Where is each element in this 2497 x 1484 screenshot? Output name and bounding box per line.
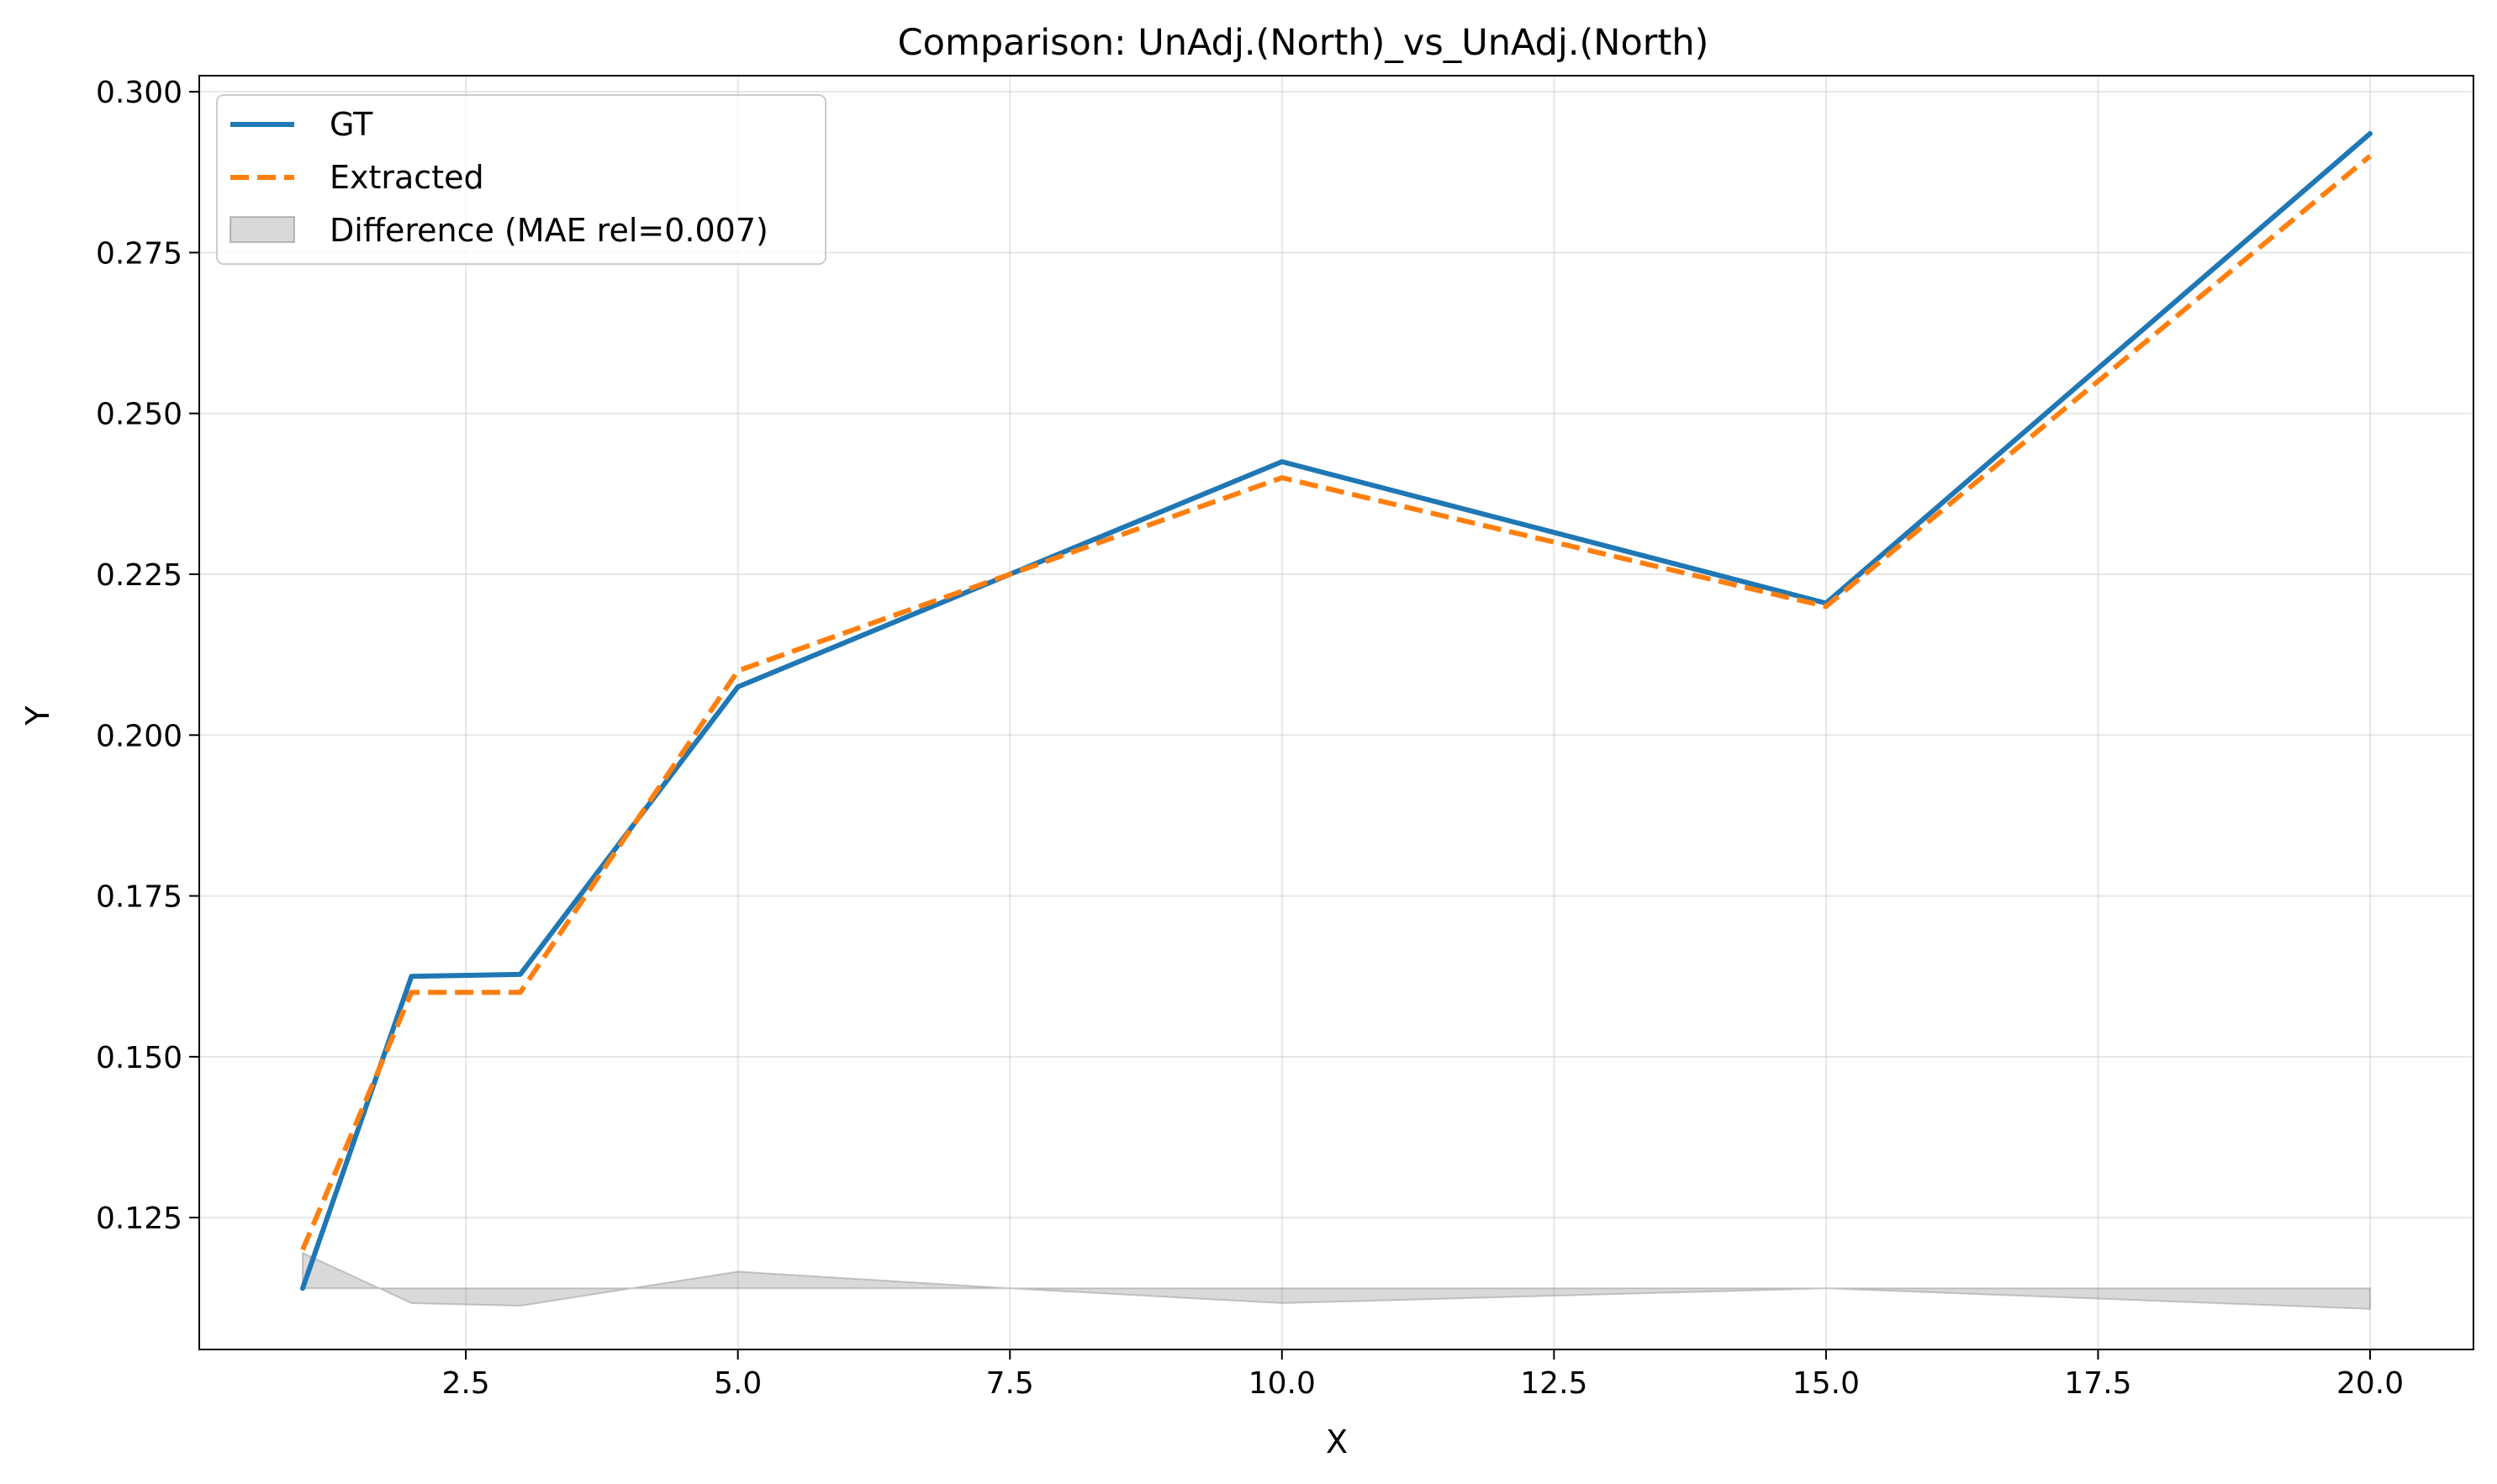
x-axis-ticks: 2.5 5.0 7.5 10.0 12.5 15.0 17.5 20.0 [441, 1349, 2404, 1401]
legend-difference-label: Difference (MAE rel=0.007) [330, 212, 768, 249]
difference-band [302, 1251, 2371, 1310]
x-tick-label: 2.5 [441, 1366, 489, 1401]
legend-gt-label: GT [330, 106, 373, 143]
y-tick-label: 0.125 [96, 1201, 182, 1236]
y-axis-label: Y [19, 705, 56, 726]
y-tick-label: 0.200 [96, 719, 182, 753]
x-tick-label: 7.5 [986, 1366, 1034, 1401]
y-tick-label: 0.250 [96, 398, 182, 432]
legend-frame [216, 94, 826, 265]
x-tick-label: 15.0 [1792, 1366, 1860, 1401]
legend: GT Extracted Difference (MAE rel=0.007) [216, 94, 826, 265]
x-axis-label: X [1326, 1423, 1348, 1460]
grid [199, 76, 2473, 1349]
plot-frame [198, 75, 2474, 1350]
series-line-gt [300, 130, 2373, 1291]
x-tick-label: 20.0 [2336, 1366, 2404, 1401]
y-axis-ticks: 0.125 0.150 0.175 0.200 0.225 0.250 0.275 0.300 [96, 76, 199, 1236]
x-tick-label: 5.0 [714, 1366, 762, 1401]
series-line-extracted [300, 154, 2372, 1251]
legend-extracted-label: Extracted [330, 159, 484, 196]
difference-band-layer [302, 1251, 2371, 1310]
series-layer [300, 130, 2373, 1291]
y-tick-label: 0.300 [96, 76, 182, 110]
x-tick-label: 10.0 [1248, 1366, 1316, 1401]
y-tick-label: 0.225 [96, 558, 182, 593]
x-tick-label: 17.5 [2064, 1366, 2131, 1401]
legend-difference-swatch [230, 216, 295, 243]
y-tick-label: 0.175 [96, 880, 182, 915]
x-tick-label: 12.5 [1520, 1366, 1587, 1401]
y-tick-label: 0.150 [96, 1041, 182, 1075]
y-tick-label: 0.275 [96, 236, 182, 271]
chart-title: Comparison: UnAdj.(North)_vs_UnAdj.(Nort… [898, 22, 1709, 64]
